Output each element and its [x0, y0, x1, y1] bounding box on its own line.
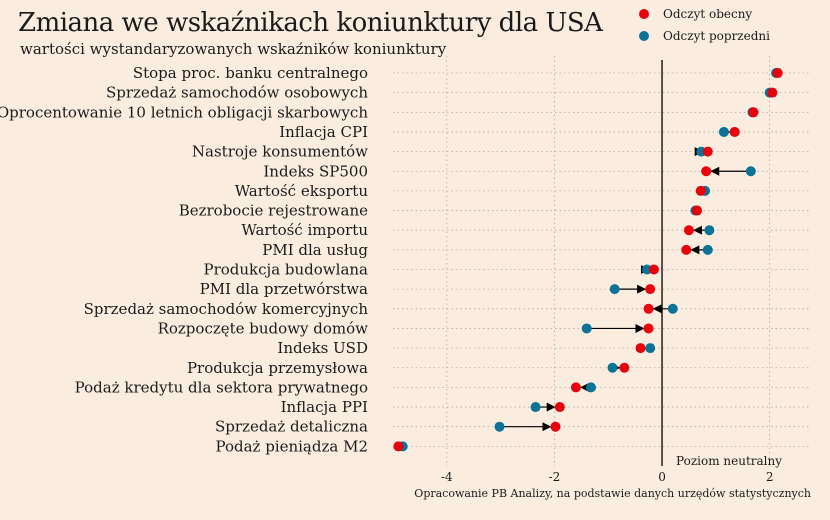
current-value-point: [692, 205, 703, 216]
legend-label-previous: Odczyt poprzedni: [663, 29, 770, 43]
category-label: Inflacja CPI: [279, 123, 368, 141]
grid-layer: [393, 56, 810, 467]
previous-value-point: [586, 382, 597, 393]
legend-marker-current: [639, 9, 649, 19]
current-value-point: [702, 146, 713, 157]
category-label: Oprocentowanie 10 letnich obligacji skar…: [0, 103, 368, 121]
tick-layer: -4 -2 0 2: [441, 470, 774, 484]
current-value-point: [619, 362, 630, 373]
category-label: Sprzedaż detaliczna: [215, 418, 368, 436]
reference-line-label: Poziom neutralny: [676, 454, 782, 468]
previous-value-point: [667, 303, 678, 314]
current-value-point: [695, 185, 706, 196]
x-tick-label: 2: [766, 470, 774, 484]
previous-value-point: [702, 244, 713, 255]
previous-value-point: [704, 225, 715, 236]
current-value-point: [648, 264, 659, 275]
current-value-point: [554, 402, 565, 413]
current-value-point: [772, 68, 783, 78]
current-value-point: [570, 382, 581, 393]
chart-subtitle: wartości wystandaryzowanych wskaźników k…: [20, 40, 447, 58]
category-label: Inflacja PPI: [281, 398, 368, 416]
current-value-point: [393, 441, 404, 452]
category-label: Indeks USD: [277, 339, 368, 357]
current-value-point: [643, 303, 654, 314]
current-value-point: [683, 225, 694, 236]
category-label: Bezrobocie rejestrowane: [179, 202, 368, 220]
current-value-point: [635, 343, 646, 354]
current-value-point: [729, 126, 740, 137]
source-note: Opracowanie PB Analizy, na podstawie dan…: [414, 487, 811, 500]
previous-value-point: [718, 126, 729, 137]
legend-marker-previous: [639, 31, 649, 41]
category-label: Stopa proc. banku centralnego: [133, 64, 368, 82]
current-value-point: [767, 87, 778, 98]
previous-value-point: [494, 421, 505, 432]
chart-title: Zmiana we wskaźnikach koniunktury dla US…: [18, 8, 603, 38]
category-label: Rozpoczęte budowy domów: [158, 319, 369, 337]
category-label: Wartość eksportu: [235, 182, 369, 200]
category-label: Podaż kredytu dla sektora prywatnego: [75, 378, 368, 396]
category-label: Wartość importu: [241, 221, 368, 239]
x-tick-label: -2: [549, 470, 561, 484]
category-label: Sprzedaż samochodów komercyjnych: [84, 300, 369, 318]
category-label: Produkcja budowlana: [204, 261, 369, 279]
category-label: PMI dla przetwórstwa: [200, 280, 368, 298]
previous-value-point: [607, 362, 618, 373]
current-value-point: [645, 284, 656, 295]
category-label: Nastroje konsumentów: [192, 143, 368, 161]
label-layer: Stopa proc. banku centralnego Sprzedaż sa…: [0, 64, 368, 455]
category-label: Podaż pieniądza M2: [215, 437, 368, 455]
previous-value-point: [745, 166, 756, 177]
x-tick-label: 0: [658, 470, 666, 484]
current-value-point: [681, 244, 692, 255]
previous-value-point: [609, 284, 620, 295]
current-value-point: [748, 107, 759, 118]
x-tick-label: -4: [441, 470, 453, 484]
legend-label-current: Odczyt obecny: [663, 7, 752, 21]
category-label: Sprzedaż samochodów osobowych: [106, 84, 368, 102]
previous-value-point: [581, 323, 592, 334]
previous-value-point: [530, 402, 541, 413]
legend: Odczyt obecny Odczyt poprzedni: [639, 7, 770, 43]
category-label: Indeks SP500: [263, 162, 368, 180]
category-label: Produkcja przemysłowa: [187, 359, 368, 377]
previous-value-point: [645, 343, 656, 354]
current-value-point: [643, 323, 654, 334]
point-layer: [393, 68, 783, 452]
current-value-point: [701, 166, 712, 177]
previous-value-point: [641, 264, 652, 275]
category-label: PMI dla usług: [262, 241, 368, 259]
current-value-point: [550, 421, 561, 432]
